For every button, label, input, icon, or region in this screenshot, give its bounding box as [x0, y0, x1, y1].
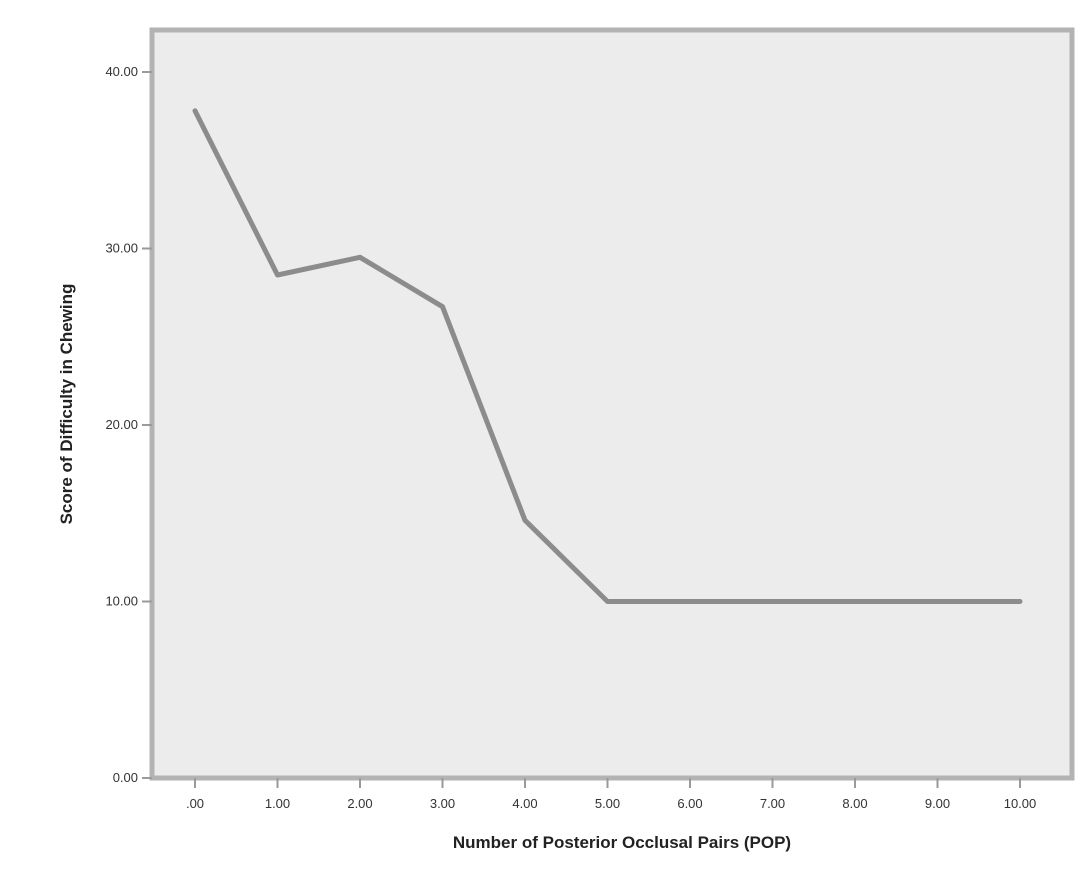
x-tick-label: 3.00 [430, 796, 455, 811]
x-tick-label: 1.00 [265, 796, 290, 811]
x-tick-label: 10.00 [1004, 796, 1037, 811]
plot-area [149, 27, 1075, 781]
y-tick-label: 40.00 [105, 64, 138, 79]
y-tick-label: 10.00 [105, 594, 138, 609]
x-tick-label: 5.00 [595, 796, 620, 811]
x-tick-label: 2.00 [347, 796, 372, 811]
y-tick-label: 30.00 [105, 241, 138, 256]
x-axis: .00 1.00 2.00 3.00 4.00 5.00 6.00 7.00 8.00 9.00 1… [186, 778, 1036, 811]
y-tick-label: 0.00 [113, 770, 138, 785]
x-tick-label: 7.00 [760, 796, 785, 811]
x-tick-label: 9.00 [925, 796, 950, 811]
x-axis-title: Number of Posterior Occlusal Pairs (POP) [453, 833, 791, 852]
x-tick-label: 8.00 [842, 796, 867, 811]
x-tick-label: 6.00 [677, 796, 702, 811]
y-axis: 0.00 10.00 20.00 30.00 40.00 [105, 64, 152, 785]
y-tick-label: 20.00 [105, 417, 138, 432]
series-line [192, 108, 1023, 604]
y-axis-title: Score of Difficulty in Chewing [57, 284, 76, 525]
x-tick-label: 4.00 [512, 796, 537, 811]
x-tick-label: .00 [186, 796, 204, 811]
